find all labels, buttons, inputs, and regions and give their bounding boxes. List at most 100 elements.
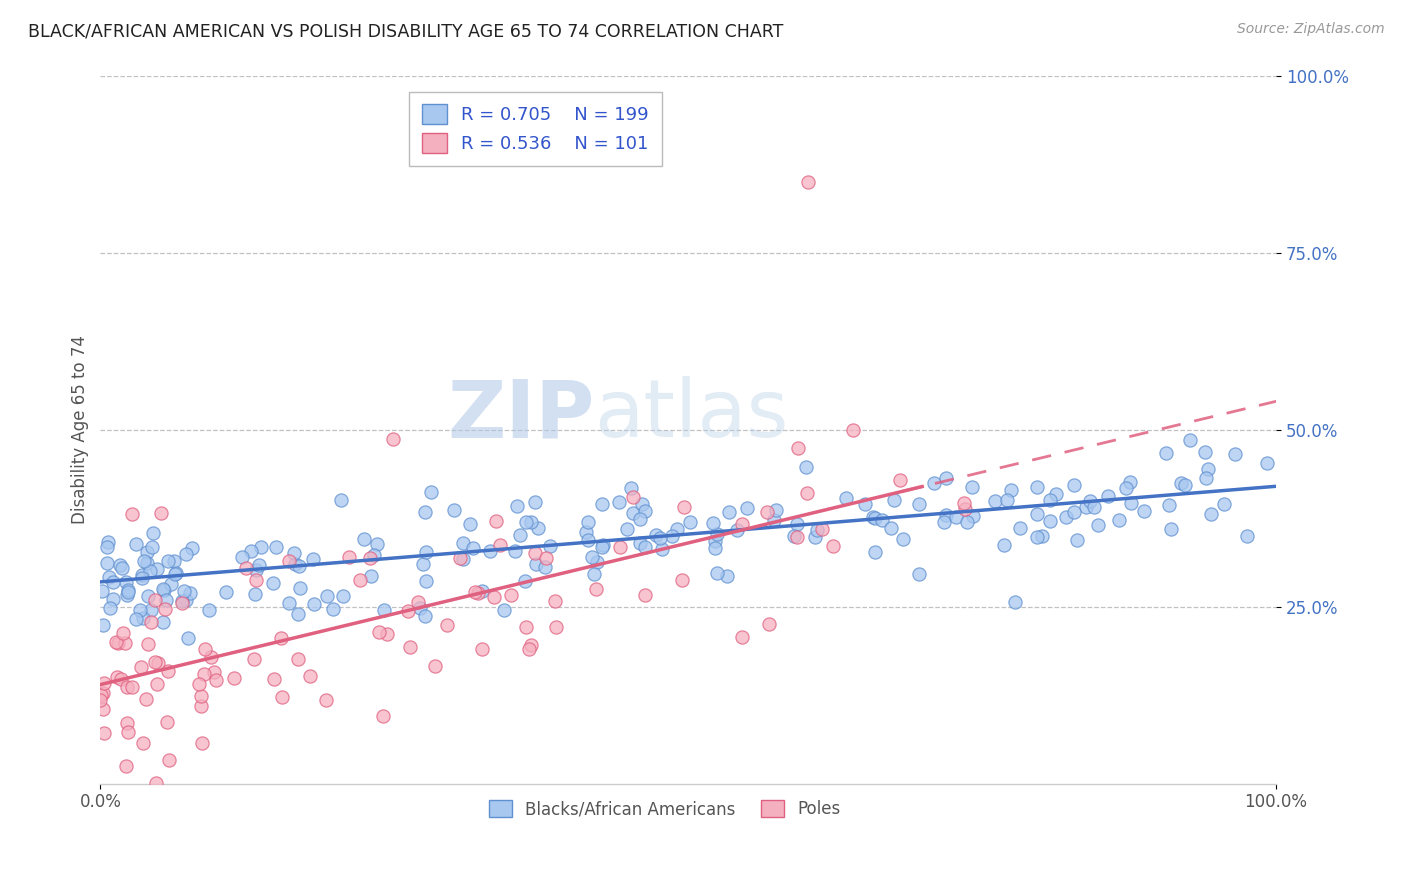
Point (146, 562, 169, 576)
Point (908, 497, 931, 511)
Point (420, 484, 443, 499)
Point (661, 529, 683, 543)
Point (443, 502, 465, 516)
Point (105, 670, 128, 684)
Point (198, 603, 221, 617)
Point (200, 650, 222, 665)
Point (787, 442, 810, 456)
Point (157, 665, 180, 679)
Point (264, 540, 287, 554)
Point (891, 532, 914, 546)
Point (135, 692, 157, 706)
Point (413, 505, 436, 519)
Point (628, 511, 651, 525)
Point (783, 529, 806, 543)
Point (471, 584, 494, 599)
Point (110, 558, 132, 573)
Point (152, 582, 174, 597)
Point (488, 538, 510, 552)
Point (962, 509, 984, 524)
Point (145, 776, 167, 790)
Point (117, 725, 139, 739)
Point (485, 514, 508, 528)
Point (862, 509, 884, 524)
Point (513, 574, 536, 589)
Point (634, 504, 657, 518)
Text: ZIP: ZIP (447, 376, 595, 454)
Point (621, 491, 644, 505)
Text: Source: ZipAtlas.com: Source: ZipAtlas.com (1237, 22, 1385, 37)
Point (616, 522, 638, 536)
Point (725, 523, 748, 537)
Point (679, 515, 702, 529)
Point (190, 699, 212, 714)
Point (576, 533, 599, 547)
Point (591, 497, 613, 511)
Point (631, 497, 654, 511)
Point (1063, 477, 1085, 491)
Point (449, 550, 471, 565)
Point (505, 544, 527, 558)
Point (277, 554, 299, 568)
Point (287, 607, 309, 621)
Point (1119, 475, 1142, 489)
Point (823, 539, 845, 553)
Point (177, 631, 200, 645)
Point (179, 585, 201, 599)
Point (1045, 486, 1067, 500)
Point (190, 690, 212, 704)
Point (519, 515, 541, 529)
Point (235, 561, 257, 575)
Point (494, 603, 516, 617)
Point (156, 715, 179, 730)
Point (515, 620, 537, 634)
Point (101, 575, 124, 590)
Point (1004, 595, 1026, 609)
Point (104, 635, 127, 649)
Point (288, 559, 311, 574)
Point (1087, 518, 1109, 533)
Point (157, 753, 180, 767)
Point (797, 175, 820, 189)
Point (115, 716, 138, 731)
Point (1063, 504, 1085, 518)
Point (765, 503, 787, 517)
Point (191, 736, 214, 750)
Point (155, 593, 177, 607)
Point (136, 589, 159, 603)
Point (131, 568, 153, 582)
Point (117, 582, 139, 597)
Point (271, 690, 294, 704)
Point (91, 702, 114, 716)
Point (524, 558, 547, 572)
Point (842, 423, 865, 437)
Point (576, 516, 599, 530)
Point (413, 608, 436, 623)
Point (1026, 530, 1049, 544)
Point (436, 617, 458, 632)
Point (1074, 500, 1097, 514)
Point (544, 594, 567, 608)
Point (1121, 495, 1143, 509)
Point (243, 652, 266, 666)
Point (91, 685, 114, 699)
Point (146, 677, 169, 691)
Point (98, 601, 121, 615)
Point (157, 554, 180, 568)
Point (202, 665, 225, 679)
Point (581, 550, 603, 565)
Point (153, 582, 176, 597)
Point (1132, 503, 1154, 517)
Point (399, 640, 422, 654)
Point (644, 528, 666, 542)
Point (315, 693, 337, 707)
Point (648, 531, 671, 545)
Point (302, 597, 325, 611)
Point (141, 540, 163, 554)
Point (111, 625, 134, 640)
Point (461, 541, 484, 556)
Point (375, 627, 398, 641)
Point (478, 544, 501, 558)
Text: atlas: atlas (595, 376, 789, 454)
Point (243, 586, 266, 600)
